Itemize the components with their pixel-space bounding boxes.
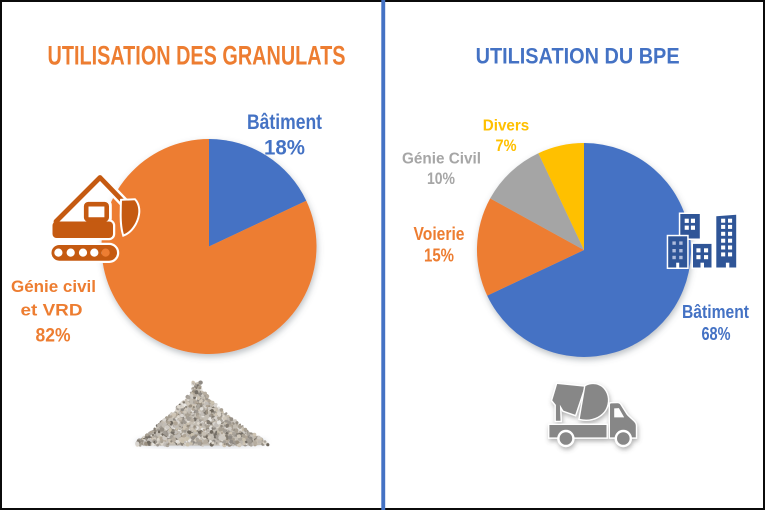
svg-text:10%: 10% [427,169,455,188]
svg-text:Bâtiment: Bâtiment [682,302,749,322]
svg-text:Voierie: Voierie [414,224,465,244]
svg-text:18%: 18% [264,136,305,159]
svg-text:Génie civil: Génie civil [11,277,96,296]
svg-text:7%: 7% [496,136,517,155]
svg-text:Bâtiment: Bâtiment [247,111,322,134]
svg-text:UTILISATION DU BPE: UTILISATION DU BPE [476,44,680,69]
svg-text:UTILISATION DES GRANULATS: UTILISATION DES GRANULATS [48,40,346,70]
svg-text:15%: 15% [424,246,454,266]
svg-text:et VRD: et VRD [21,301,83,320]
svg-text:Divers: Divers [483,118,530,135]
svg-text:Génie Civil: Génie Civil [402,151,481,168]
svg-text:82%: 82% [36,326,71,347]
svg-text:68%: 68% [702,324,731,344]
